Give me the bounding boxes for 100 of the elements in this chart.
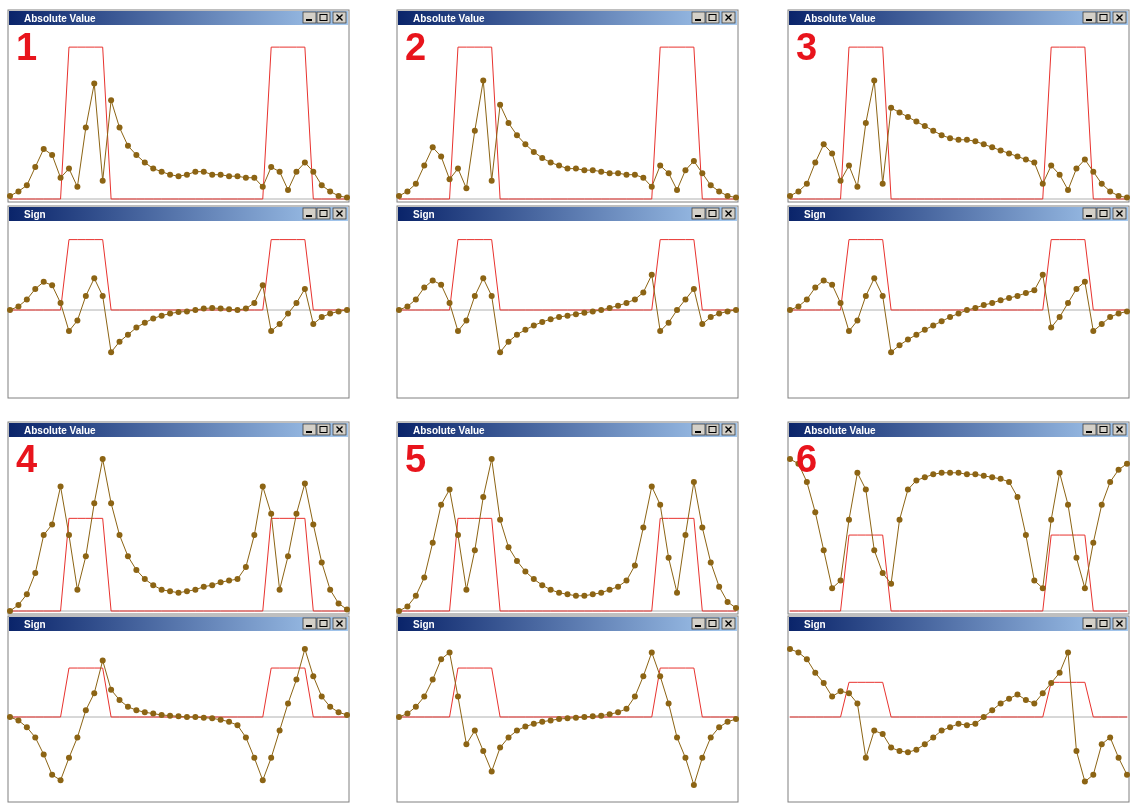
point — [251, 299, 258, 306]
point — [1006, 150, 1013, 157]
point — [871, 275, 878, 282]
point — [1115, 192, 1122, 199]
point — [497, 101, 504, 108]
point — [141, 576, 148, 583]
point — [488, 292, 495, 299]
point — [318, 182, 325, 189]
point — [259, 183, 266, 190]
point — [648, 183, 655, 190]
point — [795, 188, 802, 195]
point — [200, 168, 207, 175]
point — [615, 583, 622, 590]
point — [40, 278, 47, 285]
point — [471, 127, 478, 134]
point — [598, 589, 605, 596]
point — [49, 521, 56, 528]
point — [921, 326, 928, 333]
point — [335, 709, 342, 716]
point — [234, 307, 241, 313]
point — [930, 127, 937, 134]
point — [412, 703, 419, 710]
chart-title: Sign — [24, 209, 46, 220]
point — [276, 321, 283, 328]
point — [674, 186, 681, 193]
point — [488, 768, 495, 775]
point — [463, 317, 470, 324]
point — [803, 180, 810, 187]
point — [989, 299, 996, 306]
point — [99, 456, 106, 463]
point — [1107, 478, 1114, 485]
point — [209, 582, 216, 589]
point — [217, 716, 224, 723]
point — [1006, 295, 1013, 302]
point — [108, 500, 115, 507]
point — [980, 302, 987, 309]
point — [854, 183, 861, 190]
point — [871, 547, 878, 554]
point — [242, 305, 249, 312]
point — [904, 749, 911, 756]
point — [606, 586, 613, 593]
point — [913, 331, 920, 338]
point — [150, 165, 157, 172]
point — [505, 544, 512, 551]
point — [1039, 271, 1046, 278]
point — [1124, 460, 1130, 467]
point — [539, 582, 546, 589]
point — [724, 308, 731, 315]
point — [396, 714, 402, 720]
point — [598, 307, 605, 313]
point — [1107, 734, 1114, 741]
point — [963, 722, 970, 729]
point — [158, 586, 165, 593]
point — [854, 317, 861, 324]
point — [463, 741, 470, 748]
point — [1081, 156, 1088, 163]
point — [167, 310, 174, 317]
point — [438, 656, 445, 663]
point — [795, 649, 802, 656]
point — [581, 167, 588, 174]
point — [787, 456, 793, 463]
point — [7, 714, 13, 720]
point — [293, 299, 300, 306]
point — [167, 588, 174, 595]
point — [344, 606, 350, 613]
point — [209, 171, 216, 178]
point — [192, 586, 199, 593]
point — [581, 714, 588, 720]
point — [259, 483, 266, 490]
point — [74, 317, 81, 324]
point — [513, 331, 520, 338]
point — [606, 170, 613, 177]
point — [888, 349, 895, 356]
point — [1107, 314, 1114, 321]
point — [454, 532, 461, 539]
annotation: 3 — [796, 26, 818, 68]
point — [530, 720, 537, 727]
point — [699, 321, 706, 328]
point — [99, 657, 106, 664]
chart-title: Sign — [24, 619, 46, 630]
point — [183, 588, 190, 595]
point — [1014, 292, 1021, 299]
point — [820, 547, 827, 554]
point — [1065, 299, 1072, 306]
point — [242, 563, 249, 570]
chart-title: Absolute Value — [413, 425, 486, 436]
point — [49, 282, 56, 289]
point — [82, 292, 89, 299]
point — [733, 604, 739, 611]
point — [1098, 741, 1105, 748]
point — [158, 711, 165, 718]
point — [1073, 748, 1080, 754]
point — [963, 471, 970, 478]
point — [7, 192, 13, 199]
point — [421, 574, 428, 581]
point — [1115, 466, 1122, 473]
point — [674, 307, 681, 313]
point — [699, 754, 706, 761]
point — [845, 162, 852, 169]
point — [733, 716, 739, 723]
